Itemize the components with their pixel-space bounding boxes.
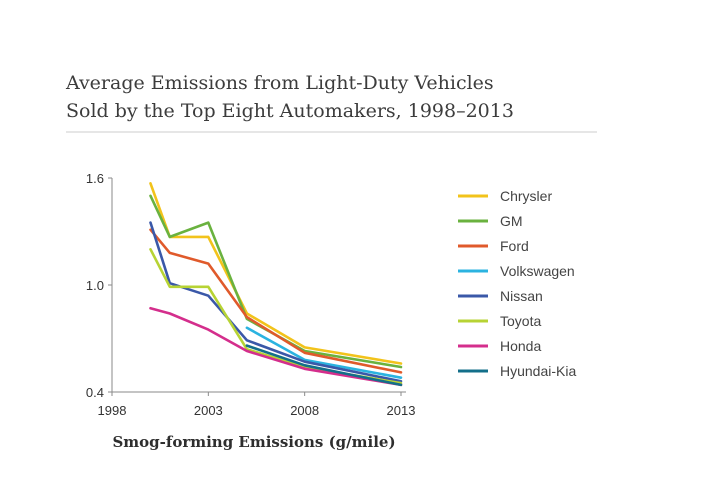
x-tick-label: 1998 — [98, 403, 127, 418]
legend-label: Toyota — [500, 313, 541, 329]
series-line-chrysler — [149, 182, 403, 365]
series-line-volkswagen — [245, 326, 403, 380]
y-tick-label: 1.0 — [86, 278, 104, 293]
x-ticks: 1998 2003 2008 2013 — [98, 392, 416, 418]
x-tick-label: 2013 — [387, 403, 416, 418]
series-line-toyota — [149, 248, 403, 385]
series-line-ford — [149, 228, 403, 374]
y-ticks: 1.6 1.0 0.4 — [86, 171, 112, 400]
chart-title-line-1: Average Emissions from Light-Duty Vehicl… — [65, 72, 494, 94]
series-line-honda — [149, 306, 403, 387]
legend: Chrysler GM Ford Volkswagen Nissan Toyota Hond… — [458, 188, 576, 379]
legend-label: Volkswagen — [500, 263, 575, 279]
y-tick-label: 1.6 — [86, 171, 104, 186]
legend-label: GM — [500, 213, 523, 229]
chart-title-line-2: Sold by the Top Eight Automakers, 1998–2… — [66, 100, 514, 122]
legend-label: Hyundai-Kia — [500, 363, 576, 379]
plot-lines — [149, 182, 403, 387]
legend-label: Honda — [500, 338, 541, 354]
legend-label: Ford — [500, 238, 529, 254]
x-axis-label: Smog-forming Emissions (g/mile) — [112, 433, 395, 451]
legend-label: Chrysler — [500, 188, 552, 204]
series-line-gm — [149, 194, 403, 369]
x-tick-label: 2003 — [194, 403, 223, 418]
legend-label: Nissan — [500, 288, 543, 304]
x-tick-label: 2008 — [290, 403, 319, 418]
series-line-hyundai-kia — [245, 344, 403, 387]
y-tick-label: 0.4 — [86, 385, 104, 400]
